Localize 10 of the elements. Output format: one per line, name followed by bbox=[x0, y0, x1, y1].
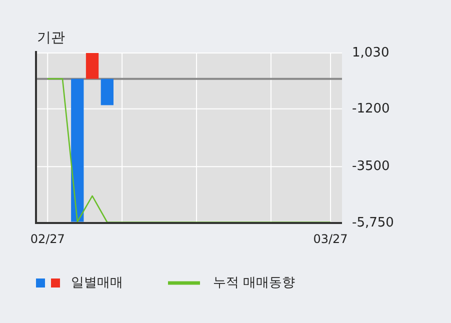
y-tick-label: -3500 bbox=[352, 159, 390, 174]
chart-title: 기관 bbox=[37, 30, 65, 46]
legend-label: 누적 매매동향 bbox=[213, 276, 296, 291]
legend-label: 일별매매 bbox=[71, 276, 123, 291]
y-tick-label: -1200 bbox=[352, 101, 390, 116]
x-tick-label: 02/27 bbox=[30, 232, 65, 246]
y-tick-label: 1,030 bbox=[352, 46, 390, 61]
line-series bbox=[46, 78, 332, 223]
x-tick-label: 03/27 bbox=[313, 232, 348, 246]
y-tick-label: -5,750 bbox=[352, 216, 394, 231]
